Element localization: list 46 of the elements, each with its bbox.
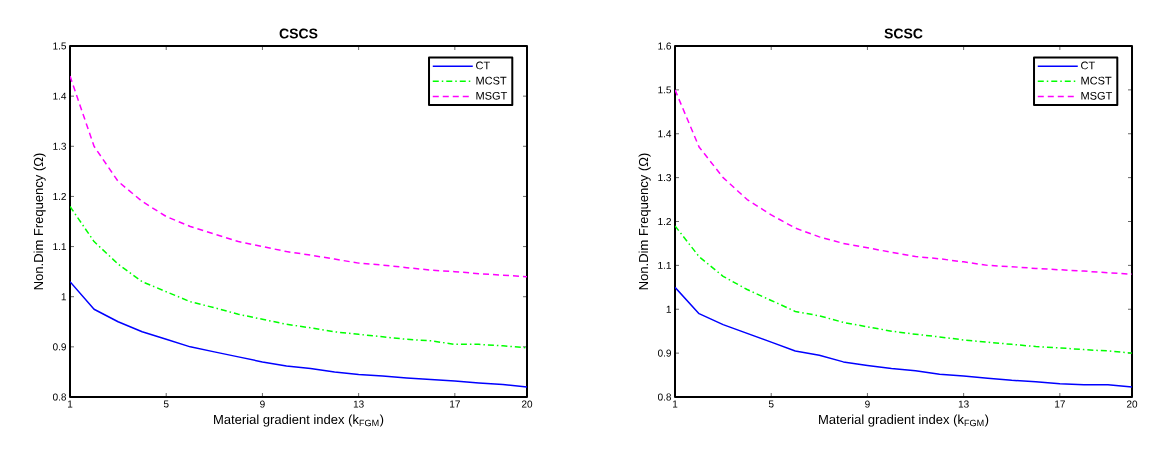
x-tick-label: 5: [768, 400, 774, 408]
y-tick-label: 0.8: [657, 393, 672, 401]
y-tick-label: 1.2: [53, 192, 66, 200]
x-tick-label: 17: [1055, 400, 1065, 408]
y-tick-label: 1.4: [53, 92, 67, 100]
y-tick-label: 1.3: [53, 142, 67, 150]
x-tick-label: 1: [672, 400, 678, 408]
y-tick-label: 0.8: [52, 393, 67, 401]
legend-label: MSGT: [476, 91, 508, 100]
y-tick-label: 1.1: [658, 261, 671, 269]
x-tick-label: 13: [958, 400, 969, 408]
x-tick-label: 9: [865, 400, 870, 408]
y-tick-label: 1: [61, 293, 66, 301]
y-tick-label: 1: [666, 305, 671, 313]
legend-label: MSGT: [1081, 91, 1113, 100]
chart-title: SCSC: [884, 28, 923, 39]
x-axis-title: Material gradient index (k$_{FGM}$): [819, 414, 989, 427]
y-tick-label: 0.9: [52, 343, 66, 351]
x-tick-label: 5: [163, 400, 169, 408]
y-tick-label: 0.9: [657, 349, 672, 357]
legend-label: CT: [476, 61, 490, 70]
line-series: [675, 225, 1133, 354]
x-tick-label: 20: [521, 400, 533, 408]
legend-label: MCST: [476, 76, 507, 85]
x-tick-label: 20: [1126, 400, 1138, 408]
y-tick-label: 1.2: [658, 218, 671, 225]
y-tick-label: 1.5: [658, 86, 672, 94]
chart-title: CSCS: [279, 28, 318, 39]
x-axis-title: Material gradient index (k$_{FGM}$): [214, 414, 384, 427]
y-tick-label: 1.4: [658, 130, 672, 138]
line-series: [70, 75, 527, 278]
y-tick-label: 1.3: [658, 174, 672, 182]
x-tick-label: 17: [450, 400, 460, 408]
y-tick-label: 1.1: [53, 243, 66, 251]
y-axis-title: Non.Dim Frequency (Ω): [33, 153, 46, 290]
y-tick-label: 1.5: [53, 42, 67, 50]
y-tick-label: 1.6: [658, 42, 672, 50]
legend-label: CT: [1081, 61, 1095, 70]
x-tick-label: 9: [260, 400, 265, 408]
line-series: [675, 89, 1133, 275]
x-tick-label: 1: [67, 400, 73, 408]
legend-label: MCST: [1081, 76, 1112, 85]
line-series: [70, 205, 527, 349]
line-series: [70, 280, 527, 388]
x-tick-label: 13: [353, 400, 364, 408]
y-axis-title: Non.Dim Frequency (Ω): [638, 153, 651, 290]
